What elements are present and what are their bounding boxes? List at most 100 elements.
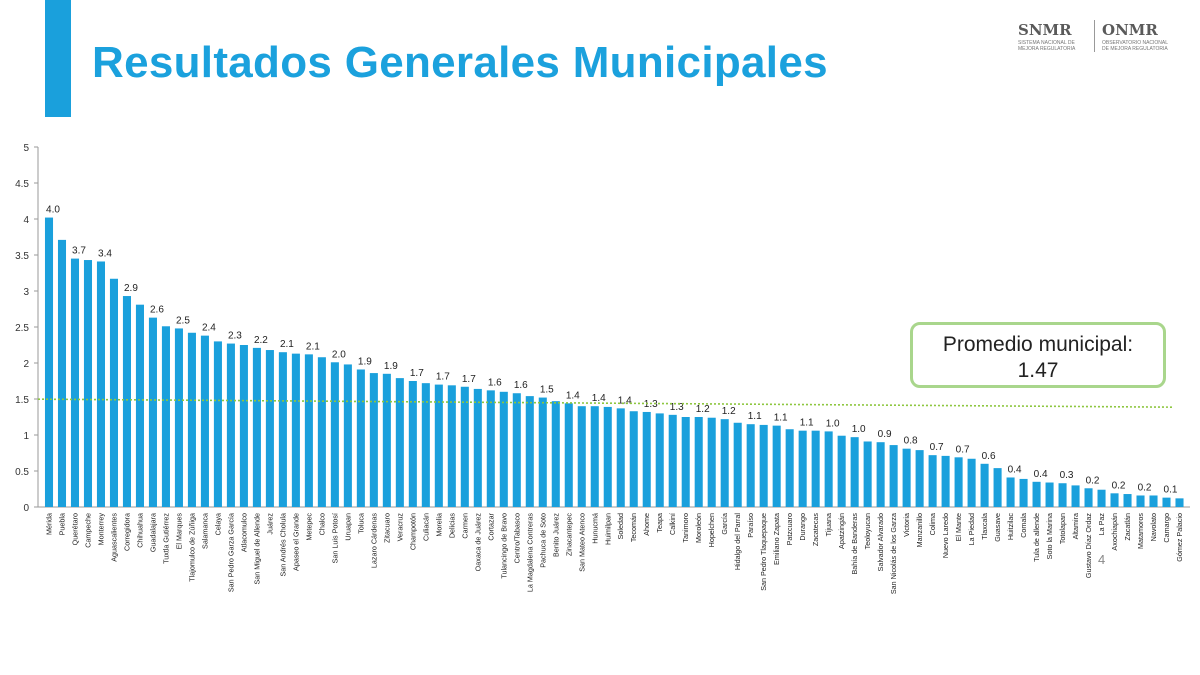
average-callout: Promedio municipal: 1.47 xyxy=(910,322,1166,388)
x-tick-label: Zacatlán xyxy=(1123,513,1132,541)
x-tick-label: Juárez xyxy=(265,513,274,535)
bar xyxy=(590,406,599,507)
bar xyxy=(265,350,274,507)
x-tick-label: Apaseo el Grande xyxy=(291,513,300,571)
bar xyxy=(785,429,794,507)
bar xyxy=(473,388,482,507)
data-label: 2.0 xyxy=(332,349,346,360)
bar xyxy=(434,384,443,507)
x-tick-label: Metepec xyxy=(304,513,313,541)
y-tick-label: 4 xyxy=(23,215,29,226)
x-tick-label: Salamanca xyxy=(200,513,209,549)
data-label: 1.9 xyxy=(358,356,372,367)
x-tick-label: Aguascalientes xyxy=(109,513,118,562)
average-line xyxy=(37,398,1173,408)
bar xyxy=(304,354,313,507)
bar xyxy=(447,385,456,507)
bar xyxy=(239,345,248,507)
x-tick-label: Zitacuaro xyxy=(382,513,391,543)
x-tick-label: Chalco xyxy=(317,513,326,535)
bar xyxy=(200,335,209,507)
data-label: 0.4 xyxy=(1034,469,1048,480)
data-label: 2.3 xyxy=(228,331,242,342)
x-tick-label: Salvador Alvarado xyxy=(876,513,885,571)
data-label: 2.5 xyxy=(176,315,190,326)
x-tick-label: Centro/Tabasco xyxy=(512,513,521,563)
x-tick-label: Guadalajara xyxy=(148,513,157,552)
x-tick-label: Tijuana xyxy=(824,513,833,536)
x-tick-label: Querétaro xyxy=(70,513,79,545)
data-label: 1.3 xyxy=(644,399,658,410)
bar xyxy=(499,391,508,507)
bar xyxy=(330,362,339,507)
bar xyxy=(96,261,106,507)
bar xyxy=(161,326,170,507)
x-tick-label: Celaya xyxy=(213,513,222,535)
x-tick-label: Huitzilac xyxy=(1006,513,1015,541)
bar xyxy=(720,419,729,507)
data-label: 1.0 xyxy=(852,424,866,435)
y-tick-label: 0 xyxy=(23,503,29,514)
x-tick-label: Uruapan xyxy=(343,513,352,541)
bar xyxy=(928,455,937,507)
municipal-results-bar-chart: 0 0.5 1 1.5 2 2.5 3 3.5 4 4.5 5 Mérida Puebla Queréta… xyxy=(15,143,1190,594)
x-tick-label: San Pedro Garza García xyxy=(226,513,235,592)
data-label: 1.9 xyxy=(384,361,398,372)
x-tick-label: Corregidora xyxy=(122,513,131,551)
bar xyxy=(811,430,820,507)
x-tick-label: Tlaxcala xyxy=(980,513,989,540)
data-label: 0.2 xyxy=(1138,482,1152,493)
x-tick-label: García xyxy=(720,513,729,535)
bar xyxy=(1045,482,1054,507)
x-tick-label: Zinacantepec xyxy=(564,513,573,557)
bar xyxy=(343,364,352,507)
bar xyxy=(551,401,560,507)
page-number: 4 xyxy=(1098,552,1106,567)
data-label: 0.7 xyxy=(930,442,944,453)
bar xyxy=(863,441,872,507)
data-label: 2.9 xyxy=(124,283,138,294)
data-label: 3.4 xyxy=(98,248,112,259)
bar xyxy=(109,278,118,507)
snmr-logo-subtitle: Sistema Nacional de Mejora Regulatoria xyxy=(1018,40,1076,52)
y-tick-label: 3.5 xyxy=(15,251,29,262)
bar xyxy=(213,341,222,507)
bar xyxy=(850,437,859,507)
data-label: 1.7 xyxy=(410,368,424,379)
x-tick-label: Guasave xyxy=(993,513,1002,542)
bar xyxy=(1019,478,1028,507)
data-label: 2.4 xyxy=(202,323,216,334)
x-tick-label: Tecomán xyxy=(629,513,638,542)
y-tick-label: 5 xyxy=(23,143,29,154)
bar xyxy=(902,448,911,507)
onmr-logo-subtitle: Observatorio Nacional de Mejora Regulato… xyxy=(1102,40,1168,52)
bar xyxy=(382,373,391,507)
bar xyxy=(1006,477,1015,507)
x-tick-label: Hunucmá xyxy=(590,513,599,544)
bar xyxy=(616,408,625,507)
x-tick-label: Delicias xyxy=(447,513,456,539)
data-label: 0.2 xyxy=(1112,480,1126,491)
bar xyxy=(278,352,287,507)
bar xyxy=(226,343,235,507)
bar xyxy=(733,422,742,507)
x-tick-label: La Piedad xyxy=(967,513,976,545)
x-tick-label: Apatzingán xyxy=(837,513,846,549)
x-tick-label: San Luis Potosí xyxy=(330,513,339,563)
x-tick-label: Nuevo Laredo xyxy=(941,513,950,558)
x-tick-label: Patzcuaro xyxy=(785,513,794,545)
data-label: 1.4 xyxy=(618,395,632,406)
bar xyxy=(538,397,547,507)
x-tick-label: Lazaro Cárdenas xyxy=(369,513,378,569)
y-tick-label: 4.5 xyxy=(15,179,29,190)
data-label: 1.6 xyxy=(514,380,528,391)
bar xyxy=(707,417,716,507)
bar xyxy=(252,347,261,507)
data-label: 1.7 xyxy=(462,374,476,385)
bar xyxy=(148,317,157,507)
x-tick-label: Monterrey xyxy=(96,513,105,546)
onmr-logo-name: ONMR xyxy=(1102,21,1158,39)
data-label: 1.2 xyxy=(722,406,736,417)
bar xyxy=(317,357,326,507)
bar xyxy=(291,353,300,507)
